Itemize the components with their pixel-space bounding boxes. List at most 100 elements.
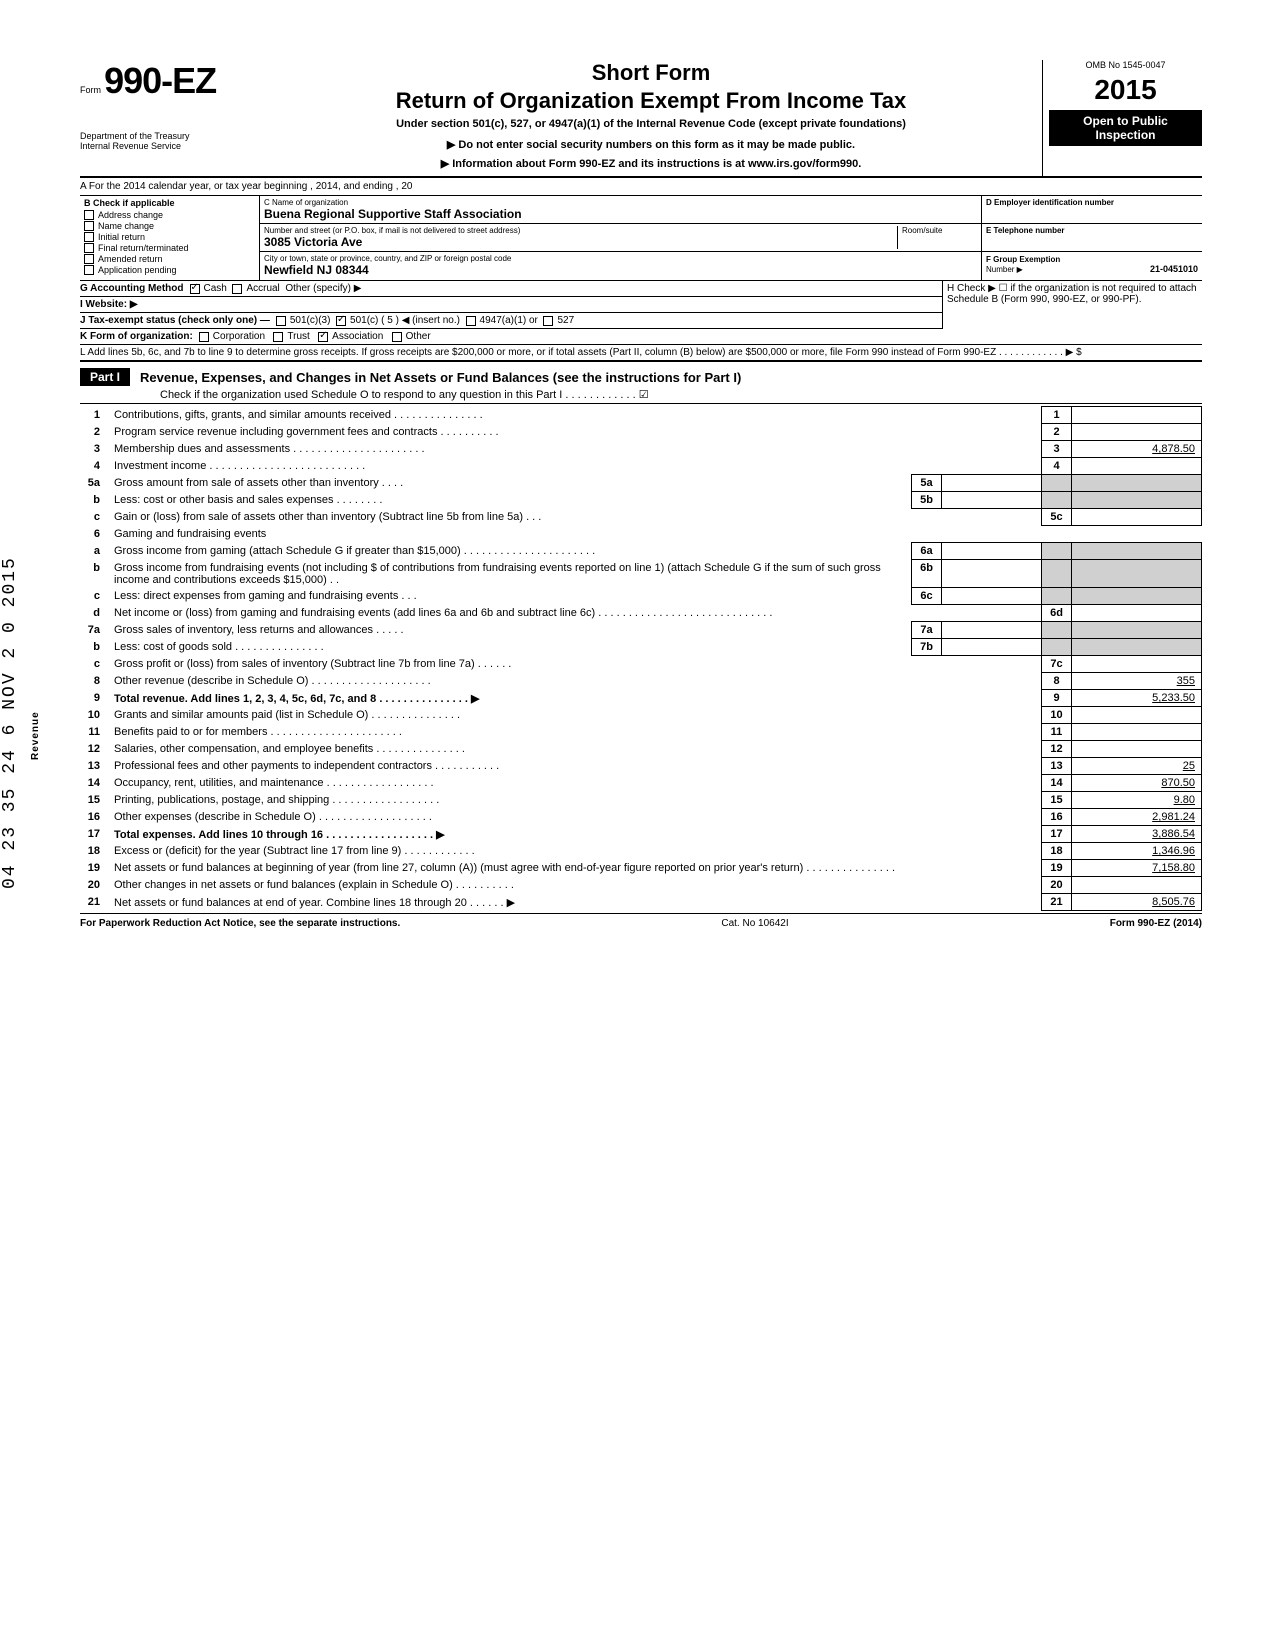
check-trust[interactable] — [273, 332, 283, 342]
sub-box-value — [942, 475, 1042, 492]
short-form-label: Short Form — [266, 60, 1036, 86]
check-application-pending[interactable]: Application pending — [84, 265, 255, 275]
line-description: Grants and similar amounts paid (list in… — [110, 707, 1042, 724]
box-value-shaded — [1072, 639, 1202, 656]
sub-box-number: 6a — [912, 543, 942, 560]
box-number: 13 — [1042, 758, 1072, 775]
section-def: D Employer identification number E Telep… — [982, 196, 1202, 280]
table-row: aGross income from gaming (attach Schedu… — [80, 543, 1202, 560]
check-corporation[interactable] — [199, 332, 209, 342]
line-number: 21 — [80, 894, 110, 911]
box-value — [1072, 424, 1202, 441]
line-description: Professional fees and other payments to … — [110, 758, 1042, 775]
check-accrual[interactable] — [232, 284, 242, 294]
part1-tab: Part I — [80, 368, 130, 386]
box-number: 18 — [1042, 843, 1072, 860]
box-value: 7,158.80 — [1072, 860, 1202, 877]
check-527[interactable] — [543, 316, 553, 326]
org-name-cell: C Name of organization Buena Regional Su… — [260, 196, 981, 224]
box-value-shaded — [1072, 543, 1202, 560]
check-name-change[interactable]: Name change — [84, 221, 255, 231]
box-value: 3,886.54 — [1072, 826, 1202, 843]
box-value: 1,346.96 — [1072, 843, 1202, 860]
line-number: 11 — [80, 724, 110, 741]
line-number: b — [80, 560, 110, 588]
box-value — [1072, 877, 1202, 894]
form-version: Form 990-EZ (2014) — [1110, 918, 1202, 929]
line-description: Contributions, gifts, grants, and simila… — [110, 407, 1042, 424]
box-value: 8,505.76 — [1072, 894, 1202, 911]
sub-box-value — [942, 560, 1042, 588]
table-row: 12Salaries, other compensation, and empl… — [80, 741, 1202, 758]
box-value: 9.80 — [1072, 792, 1202, 809]
box-number: 21 — [1042, 894, 1072, 911]
box-number-shaded — [1042, 622, 1072, 639]
revenue-side-label: Revenue — [30, 711, 41, 760]
box-value — [1072, 741, 1202, 758]
box-number: 1 — [1042, 407, 1072, 424]
table-row: bLess: cost of goods sold . . . . . . . … — [80, 639, 1202, 656]
check-cash[interactable] — [190, 284, 200, 294]
table-row: 3Membership dues and assessments . . . .… — [80, 441, 1202, 458]
check-other[interactable] — [392, 332, 402, 342]
line-description: Net assets or fund balances at end of ye… — [110, 894, 1042, 911]
line-number: 1 — [80, 407, 110, 424]
sub-box-value — [942, 588, 1042, 605]
group-exemption-cell: F Group Exemption Number ▶ 21-0451010 — [982, 252, 1202, 280]
table-row: 14Occupancy, rent, utilities, and mainte… — [80, 775, 1202, 792]
line-number: 3 — [80, 441, 110, 458]
line-description: Benefits paid to or for members . . . . … — [110, 724, 1042, 741]
form-page: 04 23 35 24 6 NOV 2 0 2015 Form 990-EZ D… — [80, 60, 1202, 929]
section-a-tax-year: A For the 2014 calendar year, or tax yea… — [80, 178, 1202, 196]
line-number: 20 — [80, 877, 110, 894]
line-k-organization: K Form of organization: Corporation Trus… — [80, 329, 1202, 345]
line-description: Less: cost of goods sold . . . . . . . .… — [110, 639, 912, 656]
box-number: 8 — [1042, 673, 1072, 690]
table-row: 16Other expenses (describe in Schedule O… — [80, 809, 1202, 826]
line-description: Total expenses. Add lines 10 through 16 … — [110, 826, 1042, 843]
table-row: 7aGross sales of inventory, less returns… — [80, 622, 1202, 639]
check-amended-return[interactable]: Amended return — [84, 254, 255, 264]
line-number: 10 — [80, 707, 110, 724]
box-number: 17 — [1042, 826, 1072, 843]
form-subtitle: Under section 501(c), 527, or 4947(a)(1)… — [266, 118, 1036, 130]
check-address-change[interactable]: Address change — [84, 210, 255, 220]
line-description: Membership dues and assessments . . . . … — [110, 441, 1042, 458]
box-number: 19 — [1042, 860, 1072, 877]
table-row: 21Net assets or fund balances at end of … — [80, 894, 1202, 911]
line-i-website: I Website: ▶ — [80, 297, 942, 313]
dept-treasury: Department of the Treasury Internal Reve… — [80, 132, 252, 152]
check-501c[interactable] — [336, 316, 346, 326]
box-number: 12 — [1042, 741, 1072, 758]
check-initial-return[interactable]: Initial return — [84, 232, 255, 242]
line-description: Net assets or fund balances at beginning… — [110, 860, 1042, 877]
form-number: 990-EZ — [104, 60, 216, 101]
sub-box-value — [942, 543, 1042, 560]
box-value-shaded — [1072, 622, 1202, 639]
line-description: Investment income . . . . . . . . . . . … — [110, 458, 1042, 475]
line-number: 14 — [80, 775, 110, 792]
line-description: Less: cost or other basis and sales expe… — [110, 492, 912, 509]
line-description: Gross sales of inventory, less returns a… — [110, 622, 912, 639]
box-value: 4,878.50 — [1072, 441, 1202, 458]
table-row: 5aGross amount from sale of assets other… — [80, 475, 1202, 492]
line-j-tax-status: J Tax-exempt status (check only one) — 5… — [80, 313, 942, 329]
form-header: Form 990-EZ Department of the Treasury I… — [80, 60, 1202, 178]
check-association[interactable] — [318, 332, 328, 342]
line-description: Gain or (loss) from sale of assets other… — [110, 509, 1042, 526]
street-cell: Number and street (or P.O. box, if mail … — [260, 224, 981, 252]
line-number: 12 — [80, 741, 110, 758]
box-number: 9 — [1042, 690, 1072, 707]
check-final-return[interactable]: Final return/terminated — [84, 243, 255, 253]
ssn-warning: ▶ Do not enter social security numbers o… — [266, 138, 1036, 151]
line-number: c — [80, 509, 110, 526]
line-description: Gross profit or (loss) from sales of inv… — [110, 656, 1042, 673]
part1-schedule-o-check: Check if the organization used Schedule … — [80, 386, 1202, 404]
sub-box-value — [942, 639, 1042, 656]
check-501c3[interactable] — [276, 316, 286, 326]
table-row: cGain or (loss) from sale of assets othe… — [80, 509, 1202, 526]
check-4947[interactable] — [466, 316, 476, 326]
line-number: 7a — [80, 622, 110, 639]
line-description: Other expenses (describe in Schedule O) … — [110, 809, 1042, 826]
box-number-shaded — [1042, 492, 1072, 509]
